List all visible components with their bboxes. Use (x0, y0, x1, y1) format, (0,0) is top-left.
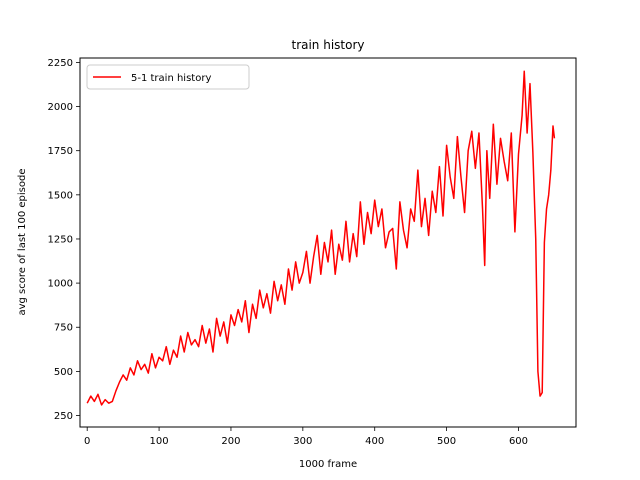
y-tick-label: 750 (54, 323, 73, 334)
y-tick-label: 1750 (48, 146, 73, 157)
chart-title: train history (291, 38, 364, 52)
axes-frame (79, 57, 577, 428)
y-axis-ticks: 250 500 750 1000 1250 1500 1750 2000 2250 (48, 58, 80, 422)
axes-background (80, 58, 576, 427)
x-axis-ticks: 0 100 200 300 400 500 600 (84, 427, 528, 447)
y-tick-label: 2250 (48, 58, 73, 69)
legend-box (86, 64, 250, 90)
x-tick-label: 300 (293, 436, 312, 447)
x-tick-label: 200 (221, 436, 240, 447)
y-tick-label: 1500 (48, 190, 73, 201)
plot-area (80, 58, 576, 427)
y-tick-label: 1250 (48, 234, 73, 245)
y-tick-label: 500 (54, 367, 73, 378)
x-tick-label: 100 (150, 436, 169, 447)
y-axis-label: avg score of last 100 episode (17, 168, 28, 315)
x-axis-label: 1000 frame (299, 459, 357, 470)
y-tick-label: 1000 (48, 279, 73, 290)
x-tick-label: 600 (509, 436, 528, 447)
series-line-0 (86, 70, 556, 406)
y-tick-label: 250 (54, 411, 73, 422)
legend: 5-1 train history (86, 64, 250, 90)
legend-entry-label: 5-1 train history (131, 73, 211, 84)
series-layer (86, 70, 556, 406)
x-tick-label: 500 (437, 436, 456, 447)
x-tick-label: 400 (365, 436, 384, 447)
y-tick-label: 2000 (48, 102, 73, 113)
x-tick-label: 0 (84, 436, 90, 447)
